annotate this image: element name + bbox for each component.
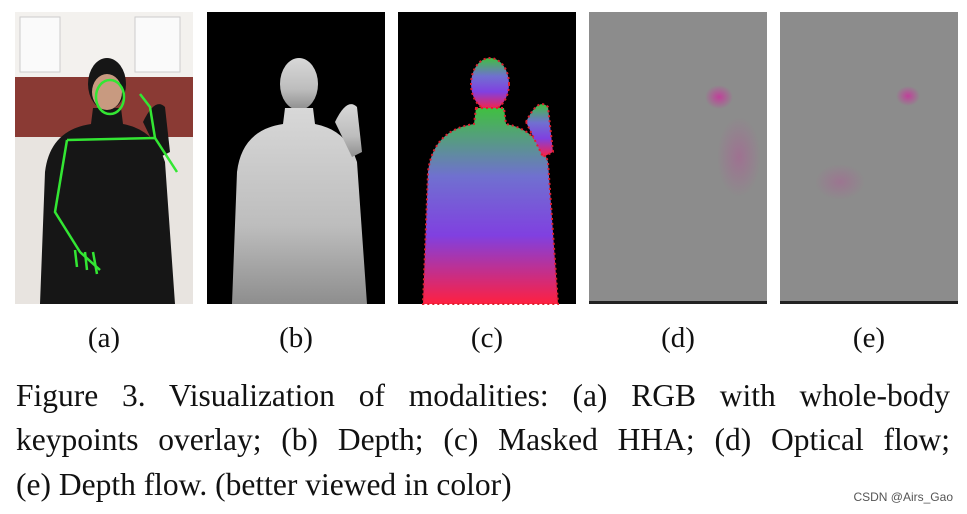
panel-label: (a) xyxy=(87,322,121,354)
panel-depth-flow xyxy=(780,12,958,304)
caption-line: Figure 3. Visualization of modalities: (… xyxy=(16,378,950,413)
panel-label: (c) xyxy=(470,322,504,354)
panel-label: (d) xyxy=(661,322,695,354)
caption-line: keypoints overlay; (b) Depth; (c) Masked… xyxy=(16,422,950,457)
panel-depth xyxy=(207,12,385,304)
panels xyxy=(15,12,958,305)
panel-label: (b) xyxy=(279,322,313,354)
caption-line: (e) Depth flow. (better viewed in color) xyxy=(16,467,512,502)
panel-hha xyxy=(398,12,576,305)
watermark: CSDN @Airs_Gao xyxy=(853,490,953,504)
panel-optical-flow xyxy=(589,12,767,304)
panel-rgb xyxy=(15,12,193,304)
panel-label: (e) xyxy=(852,322,886,354)
